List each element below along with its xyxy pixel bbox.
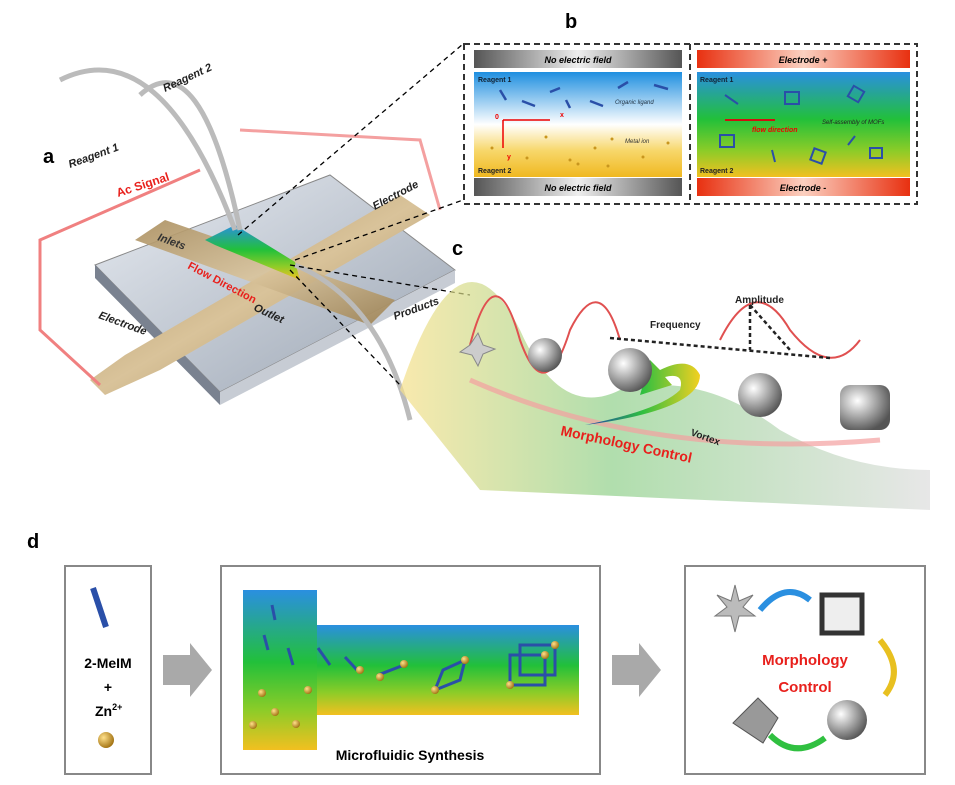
- no-field-bottom-label: No electric field: [544, 183, 612, 193]
- panel-label-a: a: [43, 146, 55, 168]
- y-axis-label: y: [507, 154, 511, 161]
- arrow-icon: [612, 643, 661, 697]
- panel-label-b: b: [565, 11, 577, 33]
- amplitude-label: Amplitude: [735, 295, 784, 306]
- microfluidic-synthesis-label: Microfluidic Synthesis: [336, 747, 485, 763]
- reagent2-label: Reagent 2: [478, 168, 512, 175]
- reactants-box: [64, 565, 152, 775]
- mof-clusters: [719, 84, 883, 165]
- flow-direction-label: flow direction: [752, 127, 798, 134]
- reagent2-tube: [138, 80, 243, 231]
- reagent1-label: Reagent 1: [478, 77, 512, 84]
- metal-ion-label: Metal ion: [625, 139, 650, 145]
- synthesis-box: [220, 565, 601, 775]
- octahedron-crystal-icon: [732, 697, 779, 744]
- cycle-arrow-yellow: [877, 638, 897, 697]
- self-assembly-label: Self-assembly of MOFs: [822, 120, 884, 126]
- cycle-arrow-green: [767, 732, 827, 752]
- electrode-strip: [90, 195, 430, 395]
- ac-signal-wire: [38, 168, 201, 387]
- plus-label: +: [104, 679, 112, 695]
- x-axis-label: x: [560, 112, 564, 119]
- electrode-minus-label: Electrode -: [780, 183, 827, 193]
- sphere-crystal-icon: [827, 700, 867, 740]
- oscillation-curve: [469, 295, 861, 374]
- organic-ligands: [498, 80, 669, 109]
- crystal-morphologies: [458, 331, 890, 430]
- zn-label: Zn2+: [95, 702, 122, 719]
- cube-crystal-icon: [819, 592, 865, 636]
- electrode-plus-label: Electrode +: [779, 55, 829, 65]
- no-field-top-label: No electric field: [544, 55, 612, 65]
- frequency-label: Frequency: [650, 320, 701, 331]
- panel-b-electric-field: Electrode + Electrode - Reagent 1 Reagen…: [697, 50, 910, 196]
- control-label: Control: [778, 679, 831, 696]
- star-crystal-icon: [713, 584, 757, 633]
- ligand-rod-icon: [90, 587, 109, 628]
- zn-ion-icon: [98, 732, 114, 748]
- reagent1-tube: [58, 67, 238, 231]
- metal-ions: [490, 135, 670, 168]
- panel-label-d: d: [27, 531, 39, 553]
- vortex-arrow: [585, 360, 700, 425]
- panel-b-no-field: No electric field No electric field Reag…: [474, 50, 682, 196]
- reagent2-label: Reagent 2: [700, 168, 734, 175]
- channel: [205, 225, 300, 280]
- frequency-amplitude-guides: [609, 304, 831, 360]
- microfluidic-chip: [90, 174, 456, 405]
- cycle-arrow-blue: [757, 589, 812, 612]
- axes-arrows: [502, 119, 550, 148]
- zoom-guide-lines: [237, 43, 471, 386]
- ligand-label: 2-MeIM: [84, 655, 131, 671]
- morphology-label: Morphology: [762, 652, 848, 669]
- organic-ligand-label: Organic ligand: [615, 100, 654, 106]
- origin-label: 0: [495, 114, 499, 121]
- panel-b-frame: [463, 43, 918, 205]
- synthesis-zn-ions: [249, 641, 559, 729]
- flow-wave: [400, 282, 930, 510]
- reagent1-label: Reagent 1: [67, 142, 121, 171]
- morphology-box: [684, 565, 926, 775]
- reagent1-label: Reagent 1: [700, 77, 734, 84]
- panel-label-c: c: [452, 238, 463, 260]
- arrow-icon: [163, 643, 212, 697]
